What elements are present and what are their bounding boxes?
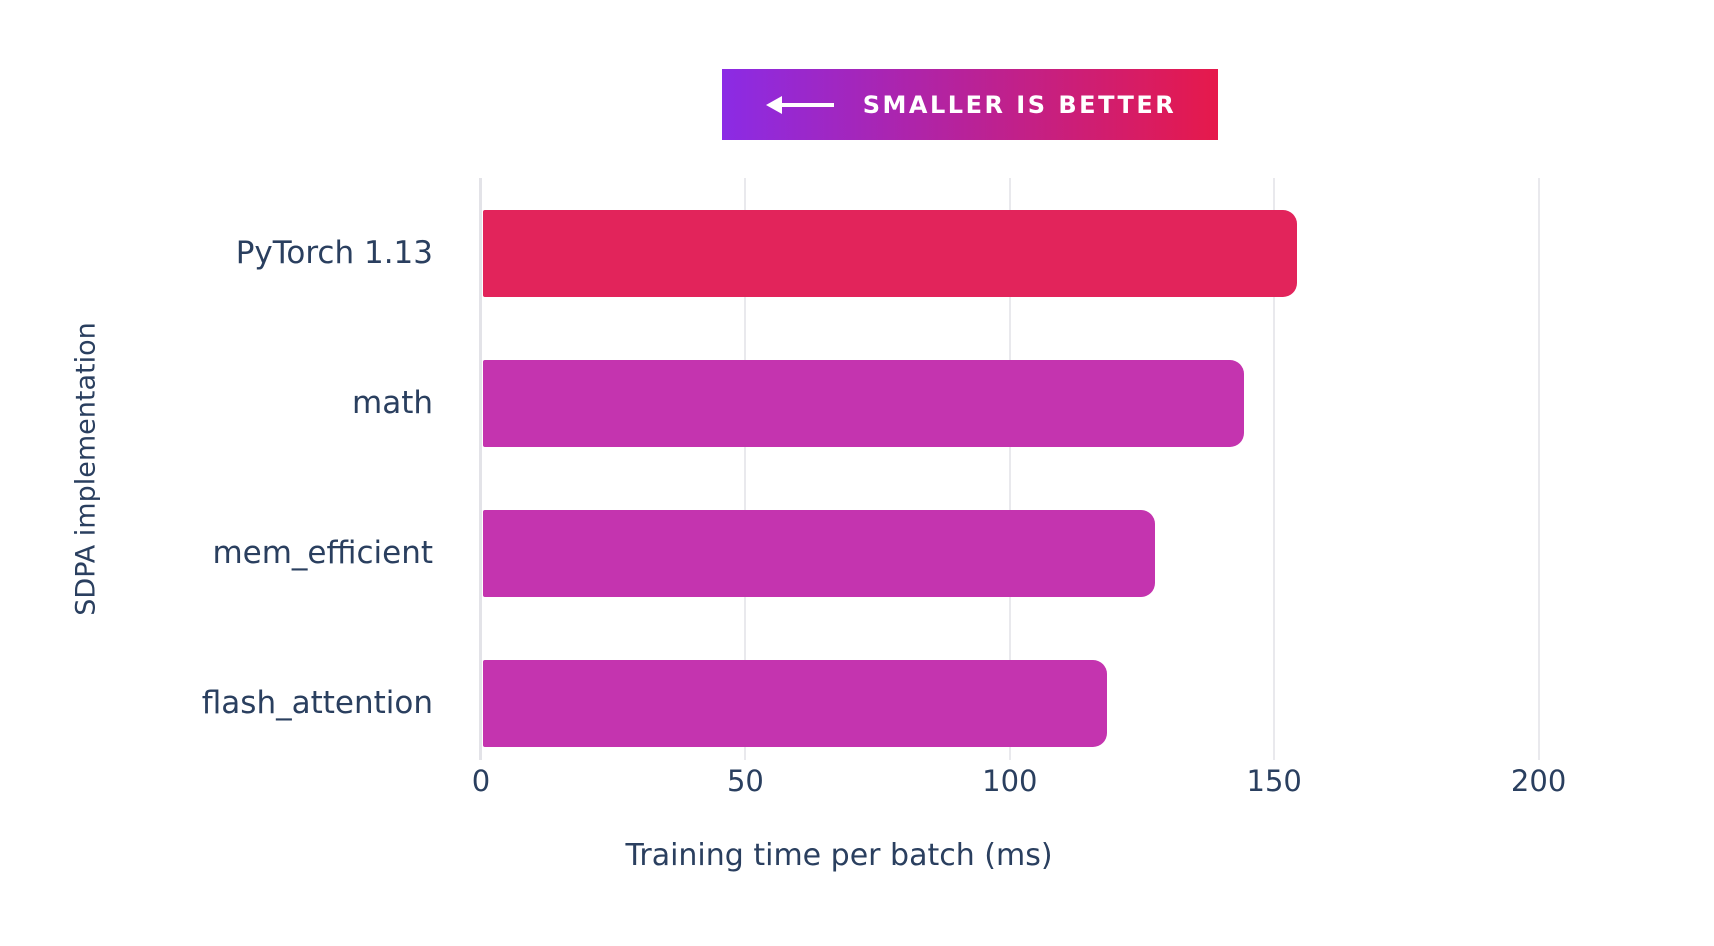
left-arrow-icon [765, 95, 834, 114]
banner-label: SMALLER IS BETTER [862, 90, 1177, 119]
category-label: flash_attention [201, 685, 433, 721]
bar [483, 209, 1298, 297]
x-tick-label: 100 [982, 764, 1038, 798]
gridline [1273, 178, 1276, 760]
category-label: mem_efficient [212, 535, 433, 571]
x-tick-label: 150 [1246, 764, 1302, 798]
zero-line [479, 178, 482, 760]
category-label: math [352, 385, 433, 421]
gridline [1537, 178, 1540, 760]
x-tick-label: 200 [1510, 764, 1567, 798]
smaller-is-better-banner: SMALLER IS BETTER [722, 69, 1218, 140]
gridline [1008, 178, 1011, 760]
gridline [744, 178, 747, 760]
plot-area [479, 178, 1610, 778]
x-tick-label: 50 [726, 764, 764, 798]
x-axis-title: Training time per batch (ms) [625, 838, 1053, 873]
bar [483, 659, 1107, 747]
bar [483, 359, 1245, 447]
bar [483, 509, 1155, 597]
category-label: PyTorch 1.13 [235, 235, 433, 271]
x-tick-label: 0 [471, 764, 491, 798]
x-axis-ticks: 0 50 100 150 200 [472, 764, 1610, 806]
